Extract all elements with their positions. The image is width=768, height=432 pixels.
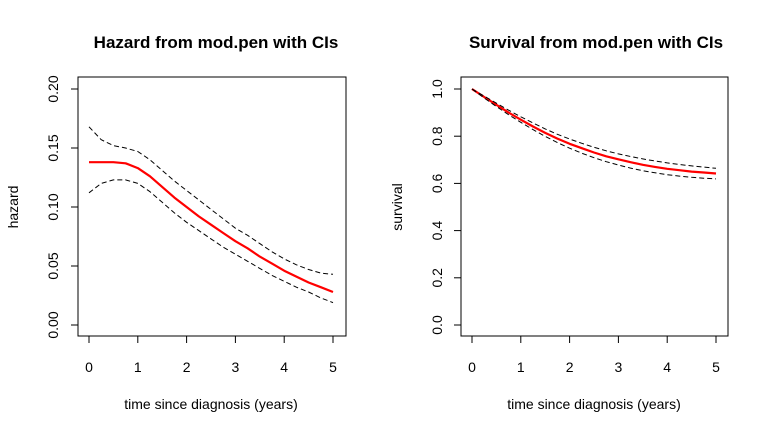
estimate-line bbox=[89, 161, 334, 294]
upper-ci-line bbox=[88, 126, 334, 275]
y-tick-label: 0.2 bbox=[429, 268, 445, 288]
axis-ticks: 0 1 2 3 4 5 0.00 0.05 0.10 0.15 0.20 bbox=[45, 75, 337, 375]
y-tick-label: 0.0 bbox=[429, 315, 445, 335]
y-tick-label: 0.4 bbox=[429, 221, 445, 241]
y-tick-label: 1.0 bbox=[429, 79, 445, 99]
y-axis-label: survival bbox=[389, 183, 405, 230]
x-tick-label: 2 bbox=[566, 359, 574, 375]
x-axis-label: time since diagnosis (years) bbox=[124, 396, 298, 412]
x-tick-label: 1 bbox=[134, 359, 142, 375]
x-tick-label: 4 bbox=[280, 359, 288, 375]
x-tick-label: 0 bbox=[468, 359, 476, 375]
hazard-chart: Hazard from mod.pen with CIs time since … bbox=[5, 33, 347, 412]
chart-title: Survival from mod.pen with CIs bbox=[469, 33, 723, 52]
estimate-line bbox=[471, 88, 717, 175]
series-lines bbox=[471, 88, 717, 180]
series-lines bbox=[88, 126, 334, 304]
survival-chart: Survival from mod.pen with CIs time sinc… bbox=[389, 33, 729, 412]
y-tick-label: 0.05 bbox=[45, 252, 61, 279]
y-tick-label: 0.20 bbox=[45, 75, 61, 102]
y-axis-label: hazard bbox=[5, 186, 21, 229]
x-tick-label: 4 bbox=[663, 359, 671, 375]
x-tick-label: 3 bbox=[615, 359, 623, 375]
y-tick-label: 0.8 bbox=[429, 126, 445, 146]
x-tick-label: 0 bbox=[85, 359, 93, 375]
x-tick-label: 1 bbox=[517, 359, 525, 375]
axis-ticks: 0 1 2 3 4 5 0.0 0.2 0.4 0.6 0.8 1.0 bbox=[429, 79, 720, 375]
lower-ci-line bbox=[88, 179, 334, 304]
x-tick-label: 3 bbox=[232, 359, 240, 375]
plot-frame bbox=[77, 76, 347, 337]
upper-ci-line bbox=[471, 88, 717, 169]
x-tick-label: 5 bbox=[712, 359, 720, 375]
y-tick-label: 0.10 bbox=[45, 193, 61, 220]
x-tick-label: 2 bbox=[183, 359, 191, 375]
lower-ci-line bbox=[471, 88, 717, 180]
chart-title: Hazard from mod.pen with CIs bbox=[94, 33, 339, 52]
y-tick-label: 0.00 bbox=[45, 311, 61, 338]
x-axis-label: time since diagnosis (years) bbox=[507, 396, 681, 412]
x-tick-label: 5 bbox=[329, 359, 337, 375]
y-tick-label: 0.6 bbox=[429, 173, 445, 193]
plot-frame bbox=[460, 76, 729, 337]
y-tick-label: 0.15 bbox=[45, 134, 61, 161]
